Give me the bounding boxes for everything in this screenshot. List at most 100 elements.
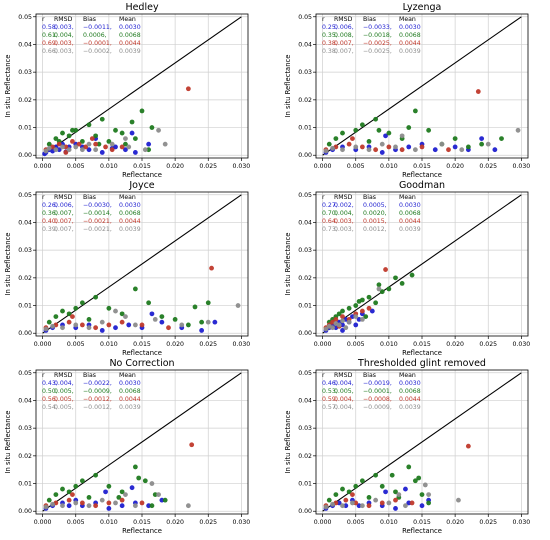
data-point [119,130,125,136]
data-point [70,314,75,320]
data-point [46,497,52,503]
data-point [93,472,99,478]
data-point [379,141,385,147]
data-point [356,316,362,322]
data-point [336,322,342,328]
data-point [113,500,118,506]
x-tick-label: 0.025 [199,519,217,526]
stats-bias: 0.0006, [83,32,107,39]
subplot-1: Hedley 0.000 0.005 0.010 0.015 0.020 0.025 0.03… [4,2,250,179]
data-point [353,322,359,328]
data-point [106,506,112,511]
stats-r: 0.27, [322,202,338,209]
x-tick-label: 0.025 [479,163,497,170]
x-tick-label: 0.020 [446,519,464,526]
y-tick-label: 0.03 [18,247,32,254]
data-point [73,500,79,506]
y-axis-label: In situ Reflectance [284,411,292,474]
data-point [66,319,72,325]
data-point [93,294,99,300]
data-point [209,265,214,271]
data-point [60,486,65,492]
data-point [149,481,155,486]
data-point [166,325,171,331]
data-point [422,482,428,488]
data-point [353,303,359,308]
data-point [156,492,161,498]
stats-header-mean: Mean [119,16,136,23]
data-point [109,141,115,147]
data-point [129,119,135,125]
data-point [79,478,85,484]
stats-rmsd: 0.004, [334,380,354,387]
stats-mean: 0.0044 [119,218,141,225]
x-tick-label: 0.015 [133,341,151,348]
y-tick-label: 0.02 [298,275,312,282]
stats-mean: 0.0039 [119,226,141,233]
subplot-title: No Correction [109,358,174,369]
data-point [353,483,359,489]
x-tick-label: 0.010 [100,163,118,170]
x-tick-label: 0.030 [233,341,251,348]
stats-r: 0.66, [42,48,58,55]
x-tick-label: 0.015 [413,341,431,348]
data-point [86,122,92,128]
stats-bias: −0.0009, [363,404,392,411]
x-tick-label: 0.020 [446,163,464,170]
data-point [475,89,481,94]
y-tick-label: 0.03 [18,425,32,432]
data-point [403,486,408,492]
x-tick-label: 0.015 [413,519,431,526]
data-point [86,141,92,147]
data-point [353,500,359,506]
data-point [205,300,211,306]
y-tick-label: 0.05 [18,192,32,199]
data-point [162,497,168,503]
x-tick-label: 0.030 [513,519,531,526]
data-point [366,138,372,144]
data-point [136,475,142,481]
stats-bias: −0.0011, [83,24,112,31]
subplot-title: Joyce [128,180,154,191]
data-point [366,494,372,500]
data-point [66,489,72,495]
data-point [123,314,128,320]
stats-rmsd: 0.003, [334,226,354,233]
data-point [426,127,432,133]
data-point [452,136,458,142]
data-point [119,497,125,503]
data-point [426,492,432,498]
data-point [336,500,342,506]
series-green [326,108,504,150]
data-point [353,144,359,150]
data-point [70,138,75,144]
stats-header-bias: Bias [363,194,376,201]
data-point [106,322,112,328]
data-point [393,506,398,511]
data-point [386,500,392,506]
data-point [113,308,118,314]
data-point [393,144,398,150]
stats-mean: 0.0030 [119,380,141,387]
data-point [353,127,359,133]
series-green [326,464,432,506]
data-point [43,326,49,332]
stats-r: 0.53, [322,388,338,395]
stats-rmsd: 0.007, [54,226,74,233]
data-point [412,478,418,484]
stats-bias: −0.0012, [83,404,112,411]
data-point [132,136,138,142]
y-tick-label: 0.02 [18,97,32,104]
stats-mean: 0.0068 [119,32,141,39]
data-point [139,108,145,114]
stats-r: 0.46, [322,380,338,387]
stats-header-r: r [42,194,45,201]
data-point [350,314,355,320]
stats-mean: 0.0044 [119,396,141,403]
data-point [499,136,504,142]
data-point [340,328,345,333]
data-point [106,500,112,506]
stats-r: 0.36, [42,210,58,217]
data-point [359,503,365,509]
data-point [383,133,388,139]
